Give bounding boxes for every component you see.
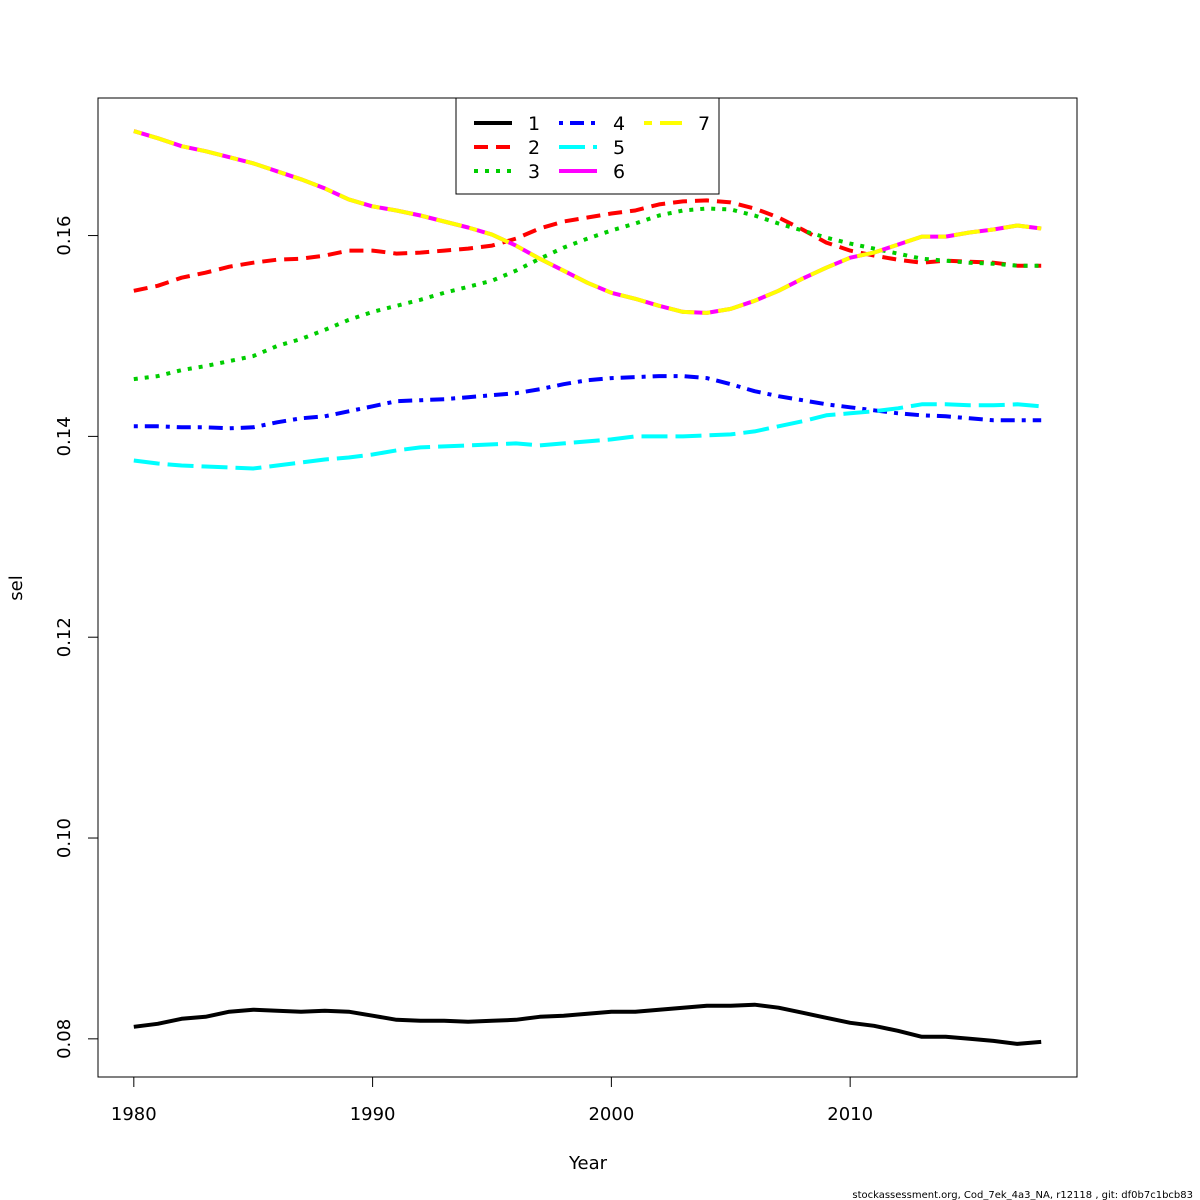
legend-label-7: 7 (698, 113, 710, 135)
series-line-2 (133, 198, 1042, 293)
legend-label-4: 4 (613, 113, 625, 135)
legend-label-2: 2 (528, 137, 540, 159)
y-tick-label: 0.12 (54, 617, 75, 657)
legend-label-1: 1 (528, 113, 540, 135)
series-line-3 (133, 206, 1042, 382)
footer-text: stockassessment.org, Cod_7ek_4a3_NA, r12… (852, 1190, 1193, 1200)
x-tick-label: 1980 (111, 1104, 157, 1125)
series-line-4 (133, 374, 1042, 431)
y-axis-label: sel (6, 575, 27, 600)
series-line-1 (133, 1002, 1042, 1046)
legend: 123 456 7 (455, 97, 720, 195)
x-axis: 1980 1990 2000 2010 (111, 1076, 873, 1125)
series-line-7 (133, 129, 1042, 315)
y-tick-label: 0.08 (54, 1019, 75, 1059)
x-axis-label: Year (568, 1153, 608, 1174)
y-tick-label: 0.10 (54, 818, 75, 858)
x-tick-label: 2000 (588, 1104, 634, 1125)
y-tick-label: 0.14 (54, 416, 75, 456)
legend-label-6: 6 (613, 161, 625, 183)
x-tick-label: 2010 (827, 1104, 873, 1125)
legend-label-5: 5 (613, 137, 625, 159)
series-line-5 (133, 402, 1042, 471)
series-lines (133, 129, 1042, 1046)
legend-label-3: 3 (528, 161, 540, 183)
y-axis: 0.08 0.10 0.12 0.14 0.16 (54, 216, 99, 1059)
plot-frame (97, 97, 1078, 1078)
legend-box (455, 97, 720, 195)
y-tick-label: 0.16 (54, 216, 75, 256)
x-tick-label: 1990 (350, 1104, 396, 1125)
